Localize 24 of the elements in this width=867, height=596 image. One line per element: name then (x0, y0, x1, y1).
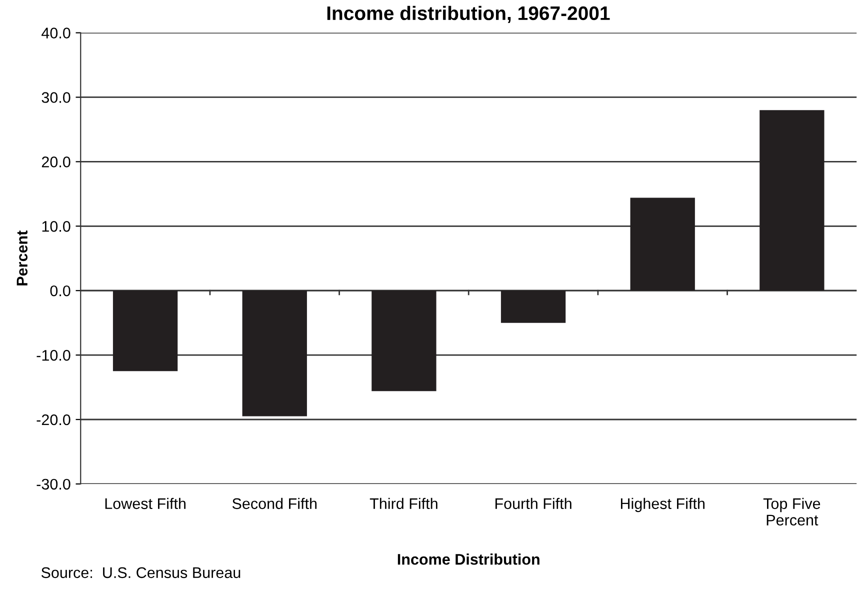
y-tick-label: 10.0 (42, 221, 70, 232)
y-tick-label: 20.0 (42, 156, 70, 168)
y-tick-label: 0.0 (50, 285, 70, 296)
y-tick-label: 30.0 (42, 92, 70, 103)
chart-title: Income distribution, 1967-2001 (327, 6, 610, 23)
bar (242, 290, 307, 416)
y-tick-label: -30.0 (36, 478, 70, 490)
bar (112, 290, 178, 372)
y-tick-label: -20.0 (36, 414, 70, 426)
x-tick-label: Second Fifth (232, 498, 317, 510)
bar (760, 110, 824, 291)
x-tick-label: Highest Fifth (620, 498, 704, 512)
y-tick-label: 40.0 (42, 28, 70, 38)
bar (500, 290, 566, 323)
bar (630, 198, 695, 291)
x-tick-label: Lowest Fifth (105, 498, 186, 510)
source-note: Source: U.S. Census Bureau (41, 567, 240, 578)
y-tick-label: -10.0 (36, 350, 70, 361)
x-tick-label: Third Fifth (370, 498, 438, 510)
x-tick-label: Top Five Percent (763, 498, 820, 526)
x-tick-label: Fourth Fifth (495, 498, 572, 510)
y-axis-title: Percent (16, 230, 28, 286)
bar (372, 290, 436, 392)
x-axis-title: Income Distribution (398, 554, 540, 565)
